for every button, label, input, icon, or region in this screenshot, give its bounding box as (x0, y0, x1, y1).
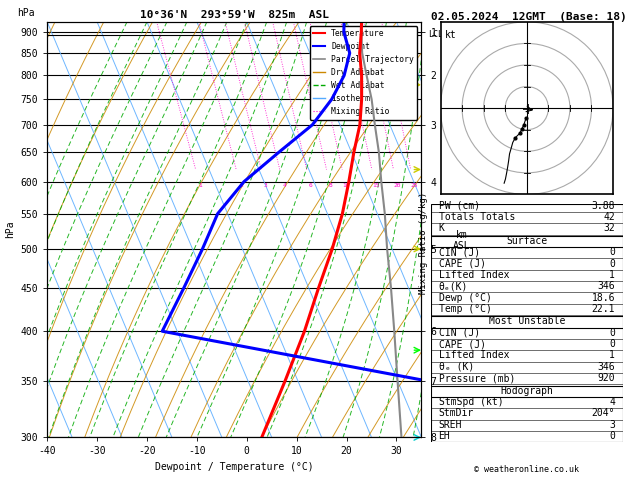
Text: Lifted Index: Lifted Index (438, 350, 509, 361)
Text: Temp (°C): Temp (°C) (438, 304, 491, 314)
Text: 1: 1 (609, 350, 615, 361)
Text: 0: 0 (609, 259, 615, 269)
Text: 0: 0 (609, 339, 615, 349)
Text: Mixing Ratio (g/kg): Mixing Ratio (g/kg) (419, 192, 428, 294)
Text: CIN (J): CIN (J) (438, 247, 480, 257)
Text: 346: 346 (598, 281, 615, 291)
Text: © weatheronline.co.uk: © weatheronline.co.uk (474, 465, 579, 474)
Text: 25: 25 (411, 183, 418, 188)
Text: 4: 4 (609, 397, 615, 407)
Text: SREH: SREH (438, 420, 462, 430)
Text: 02.05.2024  12GMT  (Base: 18): 02.05.2024 12GMT (Base: 18) (431, 12, 626, 22)
Text: K: K (438, 224, 445, 233)
X-axis label: Dewpoint / Temperature (°C): Dewpoint / Temperature (°C) (155, 462, 314, 472)
Text: Hodograph: Hodograph (500, 386, 554, 396)
Text: EH: EH (438, 431, 450, 441)
Text: 204°: 204° (591, 408, 615, 418)
Text: Totals Totals: Totals Totals (438, 212, 515, 222)
Y-axis label: hPa: hPa (5, 221, 15, 239)
Text: 4: 4 (282, 183, 286, 188)
Text: 18.6: 18.6 (591, 293, 615, 303)
Text: 8: 8 (329, 183, 333, 188)
Text: StmDir: StmDir (438, 408, 474, 418)
Text: 3.88: 3.88 (591, 201, 615, 210)
Y-axis label: km
ASL: km ASL (452, 230, 470, 251)
Text: LCL: LCL (428, 30, 443, 39)
Text: hPa: hPa (17, 8, 35, 17)
Text: 32: 32 (603, 224, 615, 233)
Text: 920: 920 (598, 373, 615, 383)
Text: 0: 0 (609, 247, 615, 257)
Text: CAPE (J): CAPE (J) (438, 339, 486, 349)
Text: 20: 20 (394, 183, 401, 188)
Text: θₑ (K): θₑ (K) (438, 362, 474, 372)
Text: CAPE (J): CAPE (J) (438, 259, 486, 269)
Text: 3: 3 (609, 420, 615, 430)
Text: 15: 15 (372, 183, 379, 188)
Text: 6: 6 (309, 183, 313, 188)
Text: 2: 2 (239, 183, 243, 188)
Text: PW (cm): PW (cm) (438, 201, 480, 210)
Text: CIN (J): CIN (J) (438, 328, 480, 338)
Title: 10°36'N  293°59'W  825m  ASL: 10°36'N 293°59'W 825m ASL (140, 10, 329, 20)
Text: StmSpd (kt): StmSpd (kt) (438, 397, 503, 407)
Text: 346: 346 (598, 362, 615, 372)
Text: 0: 0 (609, 431, 615, 441)
Text: kt: kt (445, 31, 457, 40)
Text: Lifted Index: Lifted Index (438, 270, 509, 280)
Text: Pressure (mb): Pressure (mb) (438, 373, 515, 383)
Text: Dewp (°C): Dewp (°C) (438, 293, 491, 303)
Text: Surface: Surface (506, 236, 547, 246)
Text: 3: 3 (264, 183, 268, 188)
Text: 1: 1 (199, 183, 203, 188)
Text: 0: 0 (609, 328, 615, 338)
Text: θₑ(K): θₑ(K) (438, 281, 468, 291)
Text: 42: 42 (603, 212, 615, 222)
Text: 1: 1 (609, 270, 615, 280)
Text: 10: 10 (343, 183, 350, 188)
Legend: Temperature, Dewpoint, Parcel Trajectory, Dry Adiabat, Wet Adiabat, Isotherm, Mi: Temperature, Dewpoint, Parcel Trajectory… (309, 26, 418, 120)
Text: Most Unstable: Most Unstable (489, 316, 565, 327)
Text: 22.1: 22.1 (591, 304, 615, 314)
